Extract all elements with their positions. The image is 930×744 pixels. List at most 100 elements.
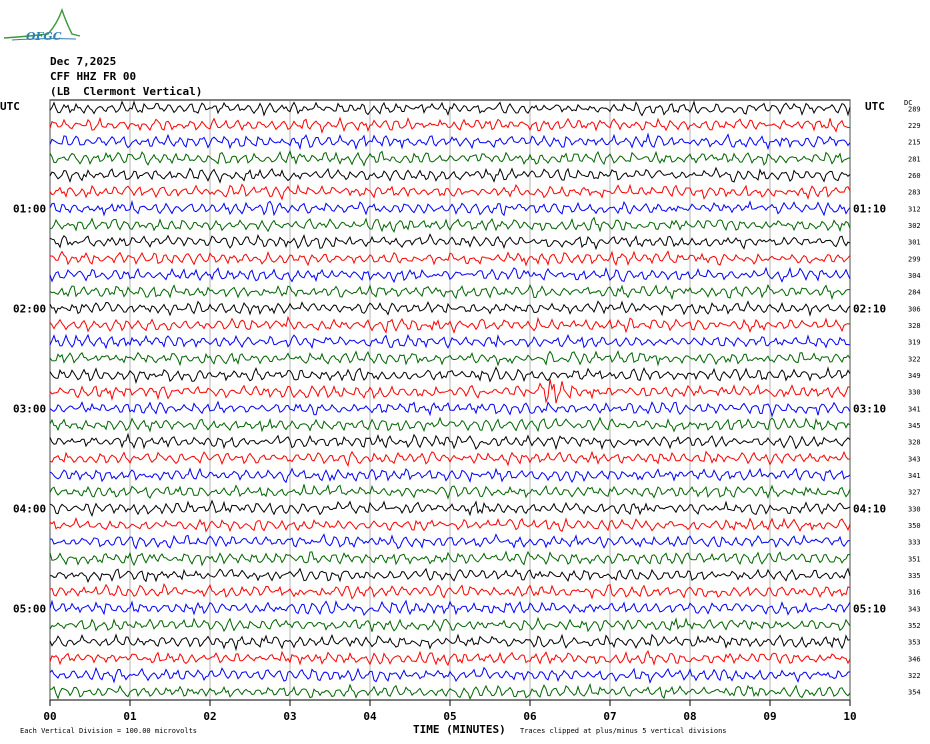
seismic-trace bbox=[49, 432, 851, 451]
dc-value: 284 bbox=[908, 289, 921, 297]
right-hour-label: 04:10 bbox=[853, 502, 886, 515]
seismic-trace bbox=[49, 467, 851, 484]
seismic-trace bbox=[49, 550, 851, 567]
seismic-trace bbox=[49, 366, 851, 385]
clip-note: Traces clipped at plus/minus 5 vertical … bbox=[520, 727, 727, 735]
seismic-trace bbox=[49, 333, 851, 350]
seismic-trace bbox=[50, 567, 851, 584]
seismic-trace bbox=[49, 216, 851, 233]
dc-value: 343 bbox=[908, 605, 921, 613]
right-hour-label: 01:10 bbox=[853, 202, 886, 215]
seismic-trace bbox=[49, 100, 851, 117]
left-hour-label: 03:00 bbox=[13, 402, 46, 415]
x-tick-label: 02 bbox=[203, 710, 216, 723]
seismic-trace bbox=[49, 517, 851, 533]
dc-value: 351 bbox=[908, 555, 921, 563]
dc-value: 330 bbox=[908, 505, 921, 513]
x-tick-label: 00 bbox=[43, 710, 56, 723]
left-hour-label: 01:00 bbox=[13, 202, 46, 215]
logo-text: OFGC bbox=[26, 30, 62, 43]
dc-value: 260 bbox=[908, 172, 921, 180]
dc-value: 328 bbox=[908, 439, 921, 447]
dc-value: 341 bbox=[908, 405, 921, 413]
seismic-trace bbox=[49, 378, 851, 404]
dc-value: 328 bbox=[908, 322, 921, 330]
seismic-trace bbox=[49, 283, 851, 301]
right-hour-label: 05:10 bbox=[853, 602, 886, 615]
right-hour-label: 03:10 bbox=[853, 402, 886, 415]
trace-group bbox=[49, 100, 851, 700]
dc-value: 349 bbox=[908, 372, 921, 380]
seismic-trace bbox=[49, 616, 851, 633]
seismic-trace bbox=[49, 349, 851, 367]
dc-value: 299 bbox=[908, 255, 921, 263]
left-hour-label: 02:00 bbox=[13, 302, 46, 315]
dc-value: 319 bbox=[908, 339, 921, 347]
dc-value: 312 bbox=[908, 205, 921, 213]
dc-value: 350 bbox=[908, 522, 921, 530]
seismic-trace bbox=[49, 400, 851, 418]
label-group: 00 01 02 03 04 05 06 07 08 09 10 289 229 215 281 260 283… bbox=[13, 105, 921, 723]
dc-value: 306 bbox=[908, 305, 921, 313]
seismic-trace bbox=[49, 250, 851, 267]
dc-value: 281 bbox=[908, 155, 921, 163]
seismic-trace bbox=[49, 266, 851, 284]
plot-grid bbox=[49, 99, 851, 706]
dc-value: 322 bbox=[908, 355, 921, 363]
seismic-trace bbox=[49, 682, 851, 700]
seismic-trace bbox=[49, 116, 851, 134]
seismic-trace bbox=[49, 599, 851, 617]
seismic-trace bbox=[49, 315, 851, 334]
dc-value: 302 bbox=[908, 222, 921, 230]
right-utc-label: UTC bbox=[865, 100, 885, 113]
left-hour-label: 04:00 bbox=[13, 502, 46, 515]
seismic-trace bbox=[49, 233, 851, 251]
dc-value: 352 bbox=[908, 622, 921, 630]
dc-value: 304 bbox=[908, 272, 921, 280]
dc-label: DC bbox=[904, 99, 912, 107]
dc-value: 341 bbox=[908, 472, 921, 480]
dc-value: 301 bbox=[908, 239, 921, 247]
ofgc-logo-mountain-icon bbox=[3, 7, 81, 41]
dc-value: 343 bbox=[908, 455, 921, 463]
seismic-trace bbox=[49, 416, 851, 433]
scale-note: Each Vertical Division = 100.00 microvol… bbox=[20, 727, 197, 735]
seismic-trace bbox=[49, 199, 851, 217]
seismic-trace bbox=[49, 450, 851, 468]
seismic-trace bbox=[49, 300, 851, 317]
dc-value: 346 bbox=[908, 655, 921, 663]
x-tick-label: 08 bbox=[683, 710, 696, 723]
seismic-trace bbox=[49, 484, 851, 500]
x-tick-label: 07 bbox=[603, 710, 616, 723]
dc-value: 283 bbox=[908, 189, 921, 197]
dc-value: 353 bbox=[908, 639, 921, 647]
x-tick-label: 04 bbox=[363, 710, 377, 723]
dc-value: 330 bbox=[908, 389, 921, 397]
seismic-trace bbox=[49, 132, 851, 151]
left-utc-label: UTC bbox=[0, 100, 20, 113]
x-tick-label: 06 bbox=[523, 710, 537, 723]
plot-location: (LB Clermont Vertical) bbox=[50, 85, 203, 98]
dc-value: 322 bbox=[908, 672, 921, 680]
dc-value: 335 bbox=[908, 572, 921, 580]
x-axis-title: TIME (MINUTES) bbox=[413, 723, 506, 736]
seismic-trace bbox=[50, 533, 851, 550]
ofgc-logo: OFGC bbox=[2, 4, 82, 44]
x-tick-label: 09 bbox=[763, 710, 776, 723]
plot-date: Dec 7,2025 bbox=[50, 55, 117, 68]
dc-value: 354 bbox=[908, 689, 921, 697]
right-hour-label: 02:10 bbox=[853, 302, 886, 315]
dc-value: 345 bbox=[908, 422, 921, 430]
x-tick-label: 10 bbox=[843, 710, 856, 723]
plot-station: CFF HHZ FR 00 bbox=[50, 70, 137, 83]
dc-value: 333 bbox=[908, 539, 921, 547]
seismic-trace bbox=[49, 633, 851, 652]
seismic-trace bbox=[49, 166, 851, 184]
left-hour-label: 05:00 bbox=[13, 602, 46, 615]
dc-value: 215 bbox=[908, 139, 921, 147]
x-tick-label: 05 bbox=[443, 710, 456, 723]
dc-value: 327 bbox=[908, 489, 921, 497]
seismic-trace bbox=[49, 649, 851, 667]
seismic-trace bbox=[49, 183, 851, 201]
